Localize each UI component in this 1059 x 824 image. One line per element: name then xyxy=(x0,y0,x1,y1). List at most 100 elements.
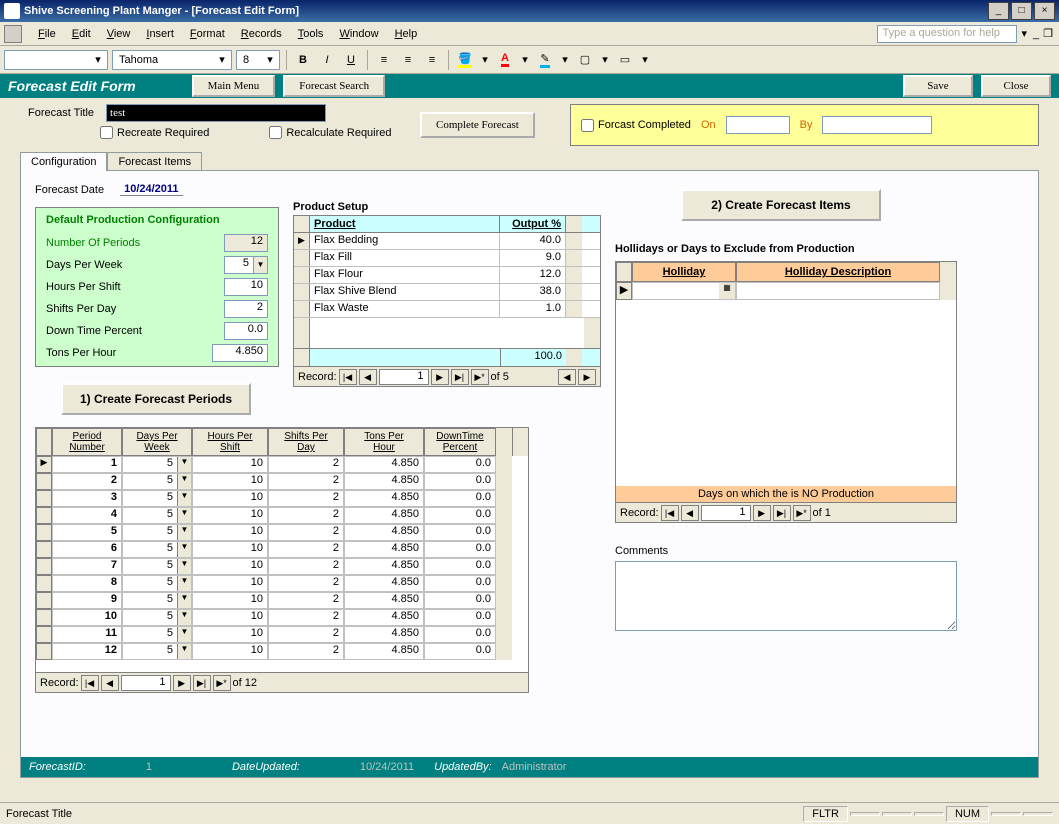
menu-file[interactable]: File xyxy=(30,26,64,42)
period-row[interactable]: 9 5▼ 10 2 4.850 0.0 xyxy=(36,592,528,609)
product-row[interactable]: Flax Shive Blend38.0 xyxy=(294,284,600,301)
shifts-per-day-input[interactable]: 2 xyxy=(224,300,268,318)
main-menu-button[interactable]: Main Menu xyxy=(192,75,276,97)
hours-per-shift-input[interactable]: 10 xyxy=(224,278,268,296)
menu-tools[interactable]: Tools xyxy=(290,26,332,42)
close-form-button[interactable]: Close xyxy=(981,75,1051,97)
create-items-button[interactable]: 2) Create Forecast Items xyxy=(681,189,881,221)
holiday-desc-cell[interactable] xyxy=(736,282,940,300)
menu-insert[interactable]: Insert xyxy=(138,26,182,42)
hscroll-right[interactable]: ▶ xyxy=(578,369,596,385)
bold-button[interactable]: B xyxy=(293,50,313,70)
border-dropdown[interactable]: ▾ xyxy=(599,50,611,70)
nav-prev-button[interactable]: ◀ xyxy=(359,369,377,385)
align-right-button[interactable]: ≡ xyxy=(422,50,442,70)
hscroll-left[interactable]: ◀ xyxy=(558,369,576,385)
period-row[interactable]: 5 5▼ 10 2 4.850 0.0 xyxy=(36,524,528,541)
tab-forecast-items[interactable]: Forecast Items xyxy=(107,152,202,171)
pnav-prev[interactable]: ◀ xyxy=(101,675,119,691)
hnav-first[interactable]: |◀ xyxy=(661,505,679,521)
product-row[interactable]: Flax Flour12.0 xyxy=(294,267,600,284)
menu-help[interactable]: Help xyxy=(387,26,426,42)
recreate-checkbox[interactable]: Recreate Required xyxy=(100,126,209,139)
forecast-search-button[interactable]: Forecast Search xyxy=(283,75,385,97)
period-row[interactable]: 10 5▼ 10 2 4.850 0.0 xyxy=(36,609,528,626)
tab-configuration[interactable]: Configuration xyxy=(20,152,107,171)
special-effect-dropdown[interactable]: ▾ xyxy=(639,50,651,70)
hnav-new[interactable]: ▶* xyxy=(793,505,811,521)
maximize-button[interactable]: □ xyxy=(1011,2,1032,20)
period-row[interactable]: 6 5▼ 10 2 4.850 0.0 xyxy=(36,541,528,558)
period-row[interactable]: 3 5▼ 10 2 4.850 0.0 xyxy=(36,490,528,507)
form-icon[interactable] xyxy=(4,25,22,43)
nav-new-button[interactable]: ▶* xyxy=(471,369,489,385)
align-left-button[interactable]: ≡ xyxy=(374,50,394,70)
menu-window[interactable]: Window xyxy=(331,26,386,42)
pnav-new[interactable]: ▶* xyxy=(213,675,231,691)
downtime-percent-input[interactable]: 0.0 xyxy=(224,322,268,340)
save-button[interactable]: Save xyxy=(903,75,973,97)
period-row[interactable]: 7 5▼ 10 2 4.850 0.0 xyxy=(36,558,528,575)
hnav-number[interactable]: 1 xyxy=(701,505,751,521)
product-row[interactable]: ▶Flax Bedding40.0 xyxy=(294,233,600,250)
nav-first-button[interactable]: |◀ xyxy=(339,369,357,385)
hnav-prev[interactable]: ◀ xyxy=(681,505,699,521)
product-row[interactable]: Flax Waste1.0 xyxy=(294,301,600,318)
period-row[interactable]: 8 5▼ 10 2 4.850 0.0 xyxy=(36,575,528,592)
holiday-header[interactable]: Holliday xyxy=(632,262,736,282)
period-row[interactable]: 12 5▼ 10 2 4.850 0.0 xyxy=(36,643,528,660)
hnav-next[interactable]: ▶ xyxy=(753,505,771,521)
fill-color-button[interactable]: 🪣 xyxy=(455,50,475,70)
completed-on-input[interactable] xyxy=(726,116,790,134)
completed-by-input[interactable] xyxy=(822,116,932,134)
nav-record-number[interactable]: 1 xyxy=(379,369,429,385)
underline-button[interactable]: U xyxy=(341,50,361,70)
minimize-button[interactable]: _ xyxy=(988,2,1009,20)
mdi-min-icon[interactable]: _ xyxy=(1033,28,1039,40)
nav-last-button[interactable]: ▶| xyxy=(451,369,469,385)
complete-forecast-button[interactable]: Complete Forecast xyxy=(420,112,535,138)
fill-color-dropdown[interactable]: ▾ xyxy=(479,50,491,70)
period-row[interactable]: 4 5▼ 10 2 4.850 0.0 xyxy=(36,507,528,524)
menu-view[interactable]: View xyxy=(99,26,139,42)
pnav-number[interactable]: 1 xyxy=(121,675,171,691)
period-row[interactable]: 2 5▼ 10 2 4.850 0.0 xyxy=(36,473,528,490)
days-per-week-select[interactable]: 5▼ xyxy=(224,256,268,274)
line-color-button[interactable]: ✎ xyxy=(535,50,555,70)
border-button[interactable]: ▢ xyxy=(575,50,595,70)
holiday-row-selector[interactable]: ▶ xyxy=(616,282,632,300)
period-row[interactable]: 11 5▼ 10 2 4.850 0.0 xyxy=(36,626,528,643)
product-row[interactable]: Flax Fill9.0 xyxy=(294,250,600,267)
hnav-last[interactable]: ▶| xyxy=(773,505,791,521)
comments-textarea[interactable] xyxy=(615,561,957,631)
line-color-dropdown[interactable]: ▾ xyxy=(559,50,571,70)
menu-records[interactable]: Records xyxy=(233,26,290,42)
menu-edit[interactable]: Edit xyxy=(64,26,99,42)
forecast-title-input[interactable] xyxy=(106,104,326,122)
font-selector[interactable]: Tahoma▾ xyxy=(112,50,232,70)
pnav-first[interactable]: |◀ xyxy=(81,675,99,691)
pnav-last[interactable]: ▶| xyxy=(193,675,211,691)
font-size-selector[interactable]: 8▾ xyxy=(236,50,280,70)
output-header[interactable]: Output % xyxy=(500,216,566,232)
menu-format[interactable]: Format xyxy=(182,26,233,42)
holiday-desc-header[interactable]: Holliday Description xyxy=(736,262,940,282)
recalculate-checkbox[interactable]: Recalculate Required xyxy=(269,126,391,139)
product-header[interactable]: Product xyxy=(310,216,500,232)
periods-vscroll[interactable] xyxy=(512,428,528,456)
align-center-button[interactable]: ≡ xyxy=(398,50,418,70)
italic-button[interactable]: I xyxy=(317,50,337,70)
forecast-date-value[interactable]: 10/24/2011 xyxy=(120,183,182,196)
pnav-next[interactable]: ▶ xyxy=(173,675,191,691)
holiday-date-picker-icon[interactable]: ▦ xyxy=(719,283,735,299)
tons-per-hour-input[interactable]: 4.850 xyxy=(212,344,268,362)
forecast-completed-checkbox[interactable]: Forcast Completed xyxy=(581,119,691,132)
object-selector[interactable]: ▾ xyxy=(4,50,108,70)
help-search-box[interactable]: Type a question for help xyxy=(877,25,1017,43)
font-color-button[interactable]: A xyxy=(495,50,515,70)
period-row[interactable]: ▶ 1 5▼ 10 2 4.850 0.0 xyxy=(36,456,528,473)
create-periods-button[interactable]: 1) Create Forecast Periods xyxy=(61,383,251,415)
nav-next-button[interactable]: ▶ xyxy=(431,369,449,385)
close-button[interactable]: × xyxy=(1034,2,1055,20)
mdi-restore-icon[interactable]: ❐ xyxy=(1043,27,1053,40)
